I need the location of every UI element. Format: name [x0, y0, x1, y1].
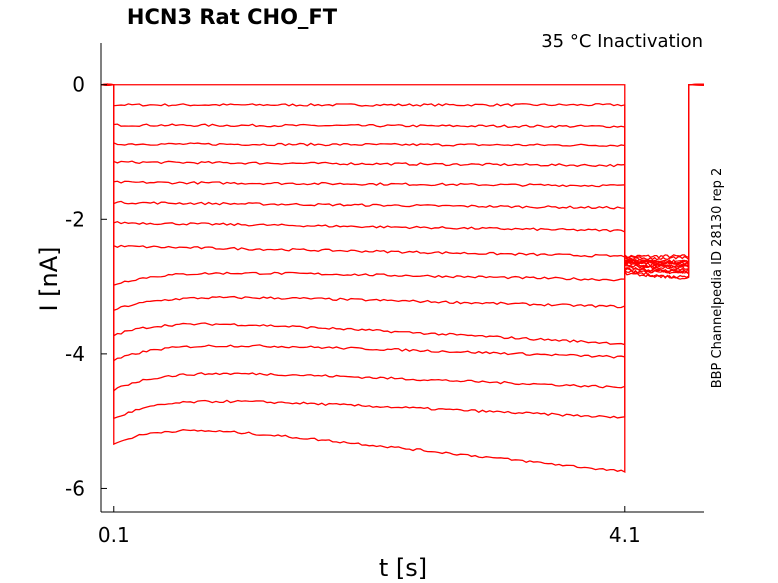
current-trace-3 [100, 83, 705, 270]
x-tick-label: 4.1 [609, 523, 641, 547]
current-trace-8 [100, 83, 705, 275]
chart-subtitle: 35 °C Inactivation [541, 31, 703, 52]
y-axis-label: I [nA] [35, 246, 63, 311]
current-trace-2 [100, 83, 705, 267]
y-tick-label: -2 [65, 207, 85, 231]
current-trace-6 [100, 83, 705, 275]
current-trace-16 [100, 83, 705, 474]
axes [100, 43, 704, 513]
current-trace-14 [100, 83, 705, 393]
traces [100, 83, 705, 474]
channelpedia-id-label: BBP Channelpedia ID 28130 rep 2 [710, 168, 725, 389]
y-tick-label: 0 [72, 73, 85, 97]
current-trace-7 [100, 84, 705, 269]
current-trace-13 [100, 83, 705, 362]
current-trace-15 [100, 84, 705, 420]
chart-title: HCN3 Rat CHO_FT [127, 5, 338, 29]
current-trace-12 [100, 83, 705, 346]
current-trace-11 [100, 83, 705, 312]
y-tick-label: -4 [65, 342, 85, 366]
x-tick-label: 0.1 [98, 523, 130, 547]
x-axis-label: t [s] [379, 554, 427, 582]
y-tick-label: -6 [65, 476, 85, 500]
current-trace-1 [100, 83, 705, 259]
current-trace-10 [100, 83, 705, 286]
current-trace-4 [100, 83, 705, 264]
current-trace-9 [100, 83, 705, 280]
ticks: 0 -2 -4 -6 0.1 4.1 [65, 73, 641, 547]
plot-area: 0 -2 -4 -6 0.1 4.1 [65, 43, 705, 547]
current-trace-5 [100, 84, 705, 269]
